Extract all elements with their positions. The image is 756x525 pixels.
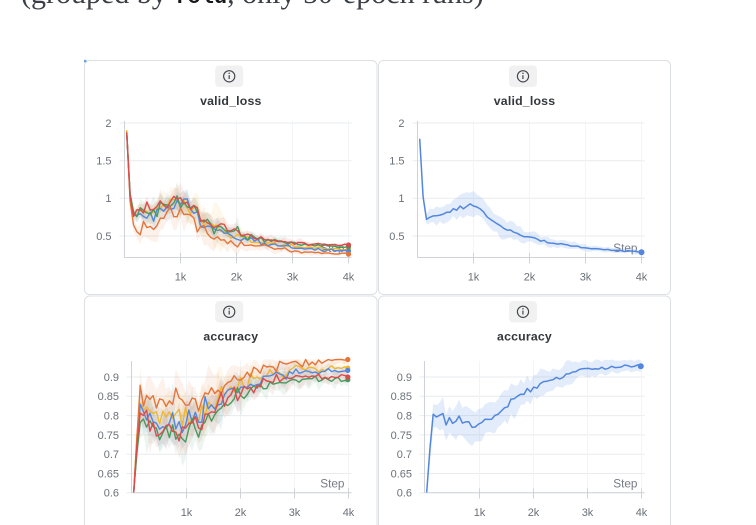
- svg-text:1: 1: [398, 193, 404, 205]
- svg-text:Step: Step: [613, 476, 638, 490]
- svg-text:4k: 4k: [343, 507, 355, 519]
- svg-text:Step: Step: [320, 476, 345, 490]
- svg-text:3k: 3k: [289, 507, 301, 519]
- svg-text:3k: 3k: [582, 507, 594, 519]
- svg-text:4k: 4k: [343, 272, 355, 284]
- svg-text:1k: 1k: [181, 507, 193, 519]
- svg-text:1: 1: [105, 193, 111, 205]
- svg-text:0.7: 0.7: [104, 449, 119, 461]
- svg-text:0.85: 0.85: [391, 391, 412, 403]
- svg-text:accuracy: accuracy: [497, 330, 552, 344]
- svg-text:0.5: 0.5: [96, 231, 111, 243]
- svg-text:0.65: 0.65: [391, 468, 412, 480]
- svg-text:2: 2: [398, 118, 404, 130]
- svg-text:4k: 4k: [636, 272, 648, 284]
- svg-text:0.6: 0.6: [397, 488, 412, 500]
- svg-text:valid_loss: valid_loss: [200, 94, 261, 108]
- svg-text:accuracy: accuracy: [203, 330, 258, 344]
- svg-text:0.65: 0.65: [98, 468, 119, 480]
- svg-text:1k: 1k: [468, 272, 480, 284]
- svg-text:4k: 4k: [636, 507, 648, 519]
- svg-text:0.6: 0.6: [104, 488, 119, 500]
- svg-text:2k: 2k: [235, 507, 247, 519]
- svg-text:3k: 3k: [580, 272, 592, 284]
- svg-text:0.75: 0.75: [98, 430, 119, 442]
- svg-text:0.75: 0.75: [391, 430, 412, 442]
- svg-text:0.8: 0.8: [397, 411, 412, 423]
- svg-text:0.9: 0.9: [397, 372, 412, 384]
- svg-text:2k: 2k: [524, 272, 536, 284]
- svg-text:3k: 3k: [287, 272, 299, 284]
- svg-text:2: 2: [105, 118, 111, 130]
- svg-text:1.5: 1.5: [389, 156, 404, 168]
- svg-text:0.5: 0.5: [389, 231, 404, 243]
- svg-text:0.7: 0.7: [397, 449, 412, 461]
- svg-text:valid_loss: valid_loss: [494, 94, 555, 108]
- svg-text:0.8: 0.8: [104, 411, 119, 423]
- svg-text:0.9: 0.9: [104, 372, 119, 384]
- svg-text:1k: 1k: [175, 272, 187, 284]
- svg-text:1k: 1k: [474, 507, 486, 519]
- svg-text:2k: 2k: [231, 272, 243, 284]
- svg-text:1.5: 1.5: [96, 156, 111, 168]
- svg-text:2k: 2k: [528, 507, 540, 519]
- svg-text:0.85: 0.85: [98, 391, 119, 403]
